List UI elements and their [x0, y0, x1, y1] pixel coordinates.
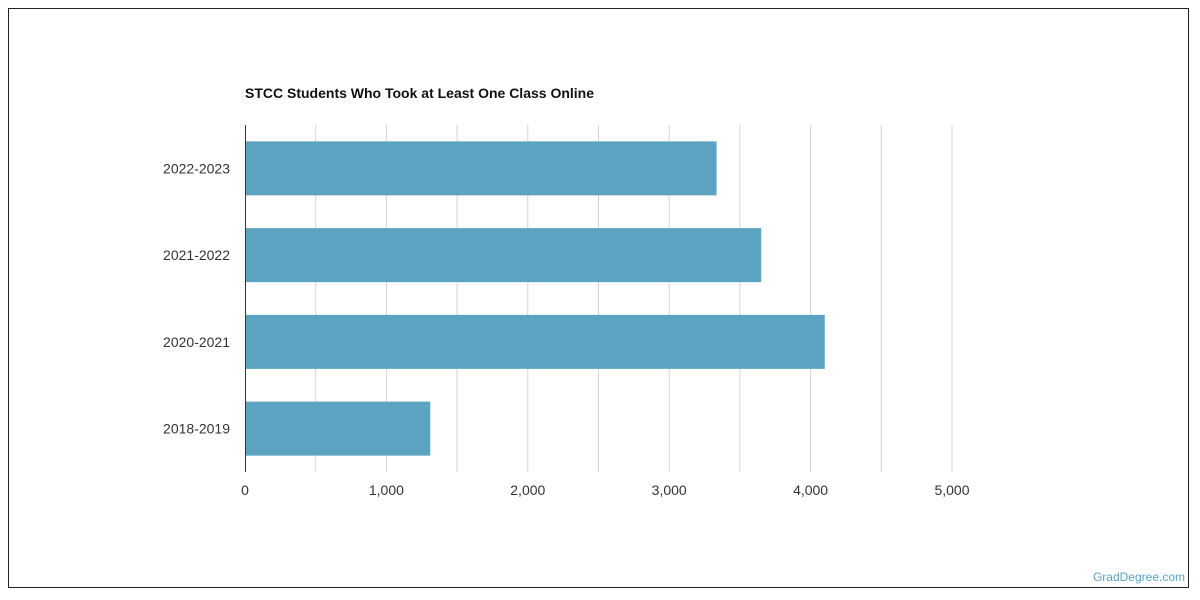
category-label: 2022-2023	[163, 160, 230, 176]
chart-frame	[8, 8, 1189, 588]
x-tick-label: 3,000	[652, 482, 687, 498]
category-label: 2020-2021	[163, 334, 230, 350]
x-tick-label: 1,000	[369, 482, 404, 498]
x-tick-label: 4,000	[793, 482, 828, 498]
bar-2021-2022	[245, 228, 762, 283]
chart-title: STCC Students Who Took at Least One Clas…	[245, 85, 595, 101]
watermark[interactable]: GradDegree.com	[1092, 570, 1185, 584]
bar-2020-2021	[245, 314, 825, 369]
category-label: 2021-2022	[163, 247, 230, 263]
x-tick-label: 0	[241, 482, 249, 498]
category-label: 2018-2019	[163, 421, 230, 437]
bar-2022-2023	[245, 141, 717, 196]
x-tick-label: 2,000	[510, 482, 545, 498]
x-tick-label: 5,000	[934, 482, 969, 498]
bar-2018-2019	[245, 401, 431, 456]
